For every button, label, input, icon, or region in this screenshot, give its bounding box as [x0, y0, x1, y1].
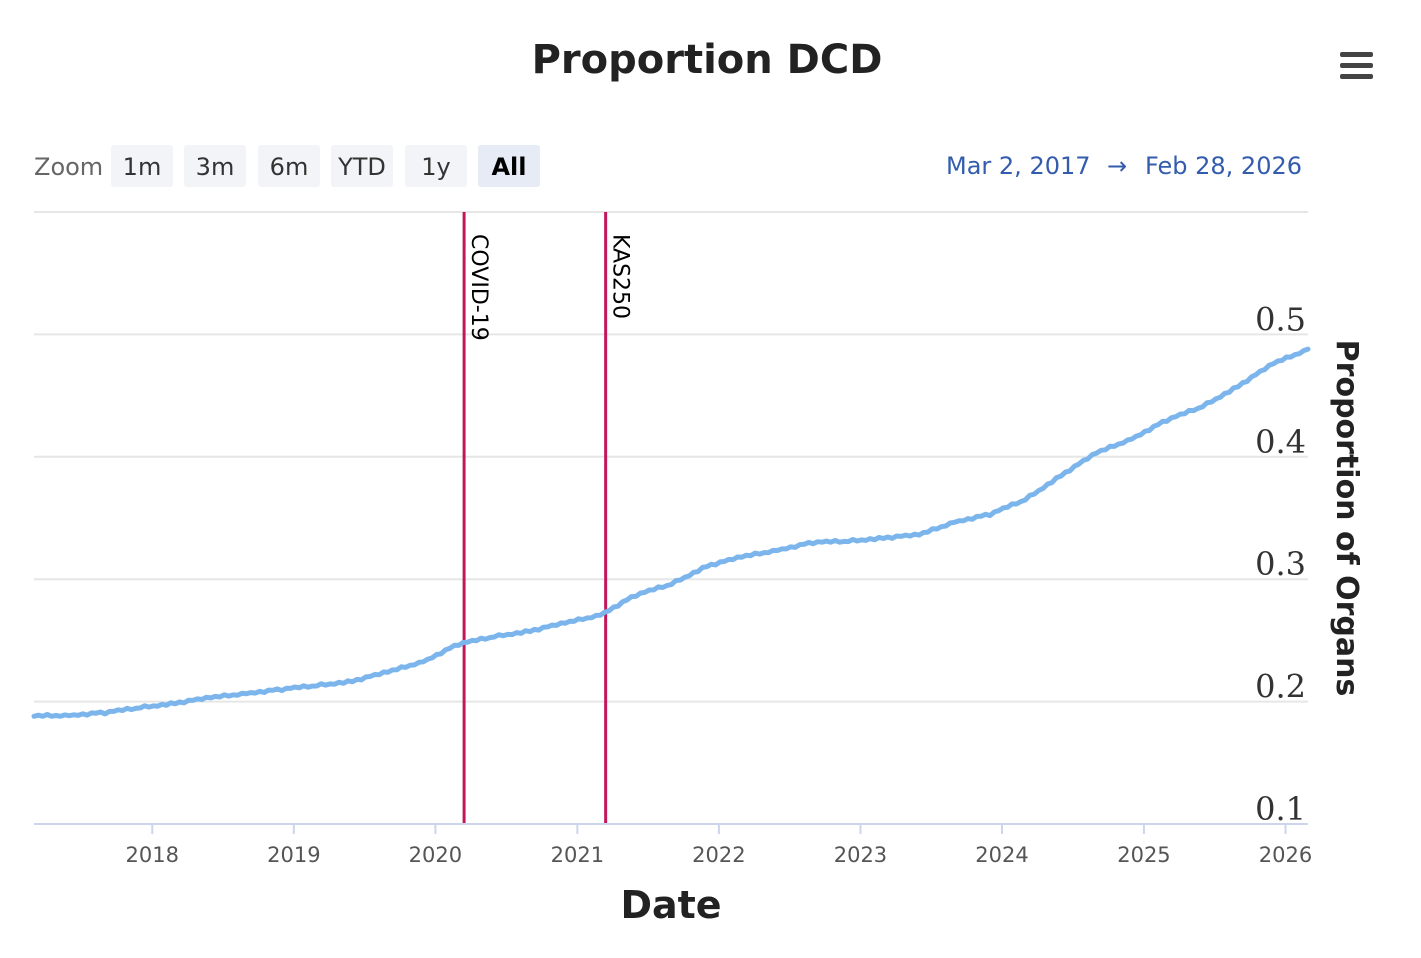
x-tick-label: 2020 — [409, 843, 462, 867]
zoom-label: Zoom — [34, 153, 103, 181]
zoom-button-all[interactable]: All — [478, 145, 540, 187]
hamburger-menu-icon[interactable] — [1334, 40, 1380, 86]
y-tick-label: 0.1 — [1255, 790, 1306, 828]
x-tick-label: 2021 — [551, 843, 604, 867]
series-line[interactable] — [31, 346, 1311, 719]
range-to[interactable]: Feb 28, 2026 — [1145, 152, 1302, 180]
range-arrow: → — [1107, 152, 1127, 180]
chart-title: Proportion DCD — [532, 37, 883, 83]
zoom-button-3m[interactable]: 3m — [184, 145, 246, 187]
x-axis-title: Date — [620, 883, 721, 927]
date-range-display[interactable]: Mar 2, 2017 → Feb 28, 2026 — [946, 152, 1302, 180]
y-gridlines — [34, 333, 1308, 703]
zoom-button-6m[interactable]: 6m — [258, 145, 320, 187]
zoom-button-label: All — [491, 153, 526, 181]
zoom-buttons: 1m 3m 6m YTD 1y All — [111, 145, 540, 187]
x-axis-ticks: 2018 2019 2020 2021 2022 2023 2024 2025 2026 — [126, 824, 1312, 867]
x-tick-label: 2019 — [267, 843, 320, 867]
x-tick-label: 2022 — [692, 843, 745, 867]
zoom-button-label: 1m — [123, 153, 162, 181]
x-tick-label: 2023 — [834, 843, 887, 867]
y-axis-ticks: 0.1 0.2 0.3 0.4 0.5 — [1255, 300, 1306, 828]
zoom-button-label: 1y — [421, 153, 450, 181]
plot-lines: COVID-19 KAS250 — [462, 212, 633, 824]
range-from[interactable]: Mar 2, 2017 — [946, 152, 1091, 180]
x-tick-label: 2026 — [1259, 843, 1312, 867]
x-tick-label: 2024 — [975, 843, 1028, 867]
y-tick-label: 0.2 — [1255, 668, 1306, 706]
zoom-button-1y[interactable]: 1y — [405, 145, 467, 187]
plot-line-label: COVID-19 — [466, 234, 491, 341]
zoom-button-1m[interactable]: 1m — [111, 145, 173, 187]
y-axis-title: Proportion of Organs — [1329, 340, 1364, 697]
x-tick-label: 2018 — [126, 843, 179, 867]
y-tick-label: 0.4 — [1255, 423, 1306, 461]
zoom-button-label: 3m — [196, 153, 235, 181]
plot-line-label: KAS250 — [608, 234, 633, 319]
y-tick-label: 0.3 — [1255, 545, 1306, 583]
zoom-button-label: 6m — [270, 153, 309, 181]
x-tick-label: 2025 — [1117, 843, 1170, 867]
y-tick-label: 0.5 — [1255, 300, 1306, 338]
zoom-button-label: YTD — [337, 153, 386, 181]
zoom-button-ytd[interactable]: YTD — [331, 145, 393, 187]
